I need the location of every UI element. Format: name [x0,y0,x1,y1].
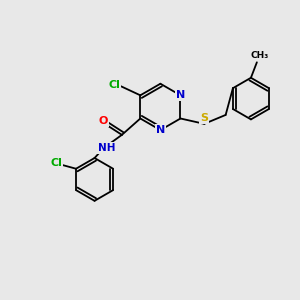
Text: N: N [176,90,185,100]
Text: CH₃: CH₃ [250,51,268,60]
Text: N: N [156,125,165,135]
Text: NH: NH [98,143,116,153]
Text: Cl: Cl [50,158,62,168]
Text: O: O [99,116,108,127]
Text: Cl: Cl [109,80,120,90]
Text: S: S [200,113,208,124]
